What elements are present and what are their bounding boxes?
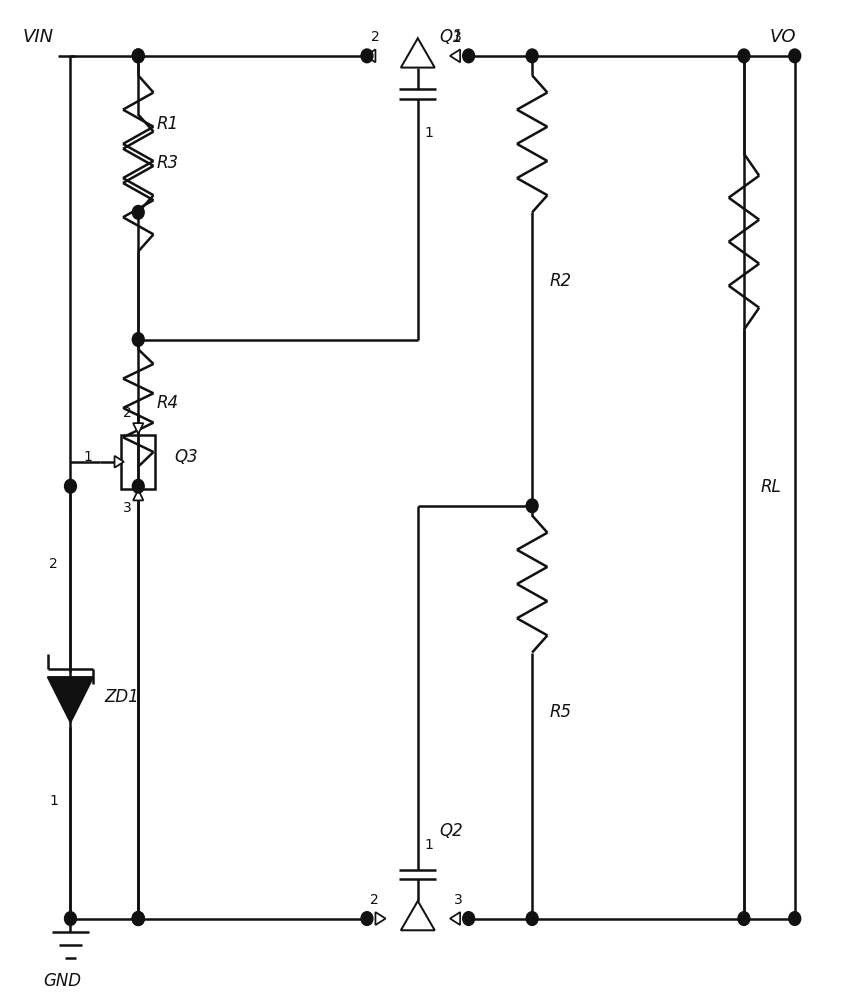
Circle shape [526,499,538,513]
Circle shape [789,49,801,63]
Circle shape [65,912,77,925]
Text: RL: RL [761,478,782,496]
Circle shape [361,49,373,63]
Polygon shape [47,677,93,722]
Text: Q1: Q1 [439,28,462,46]
Circle shape [462,912,474,925]
Polygon shape [401,901,435,930]
Circle shape [738,49,750,63]
Text: 1: 1 [424,838,433,852]
Text: 2: 2 [123,406,132,420]
Circle shape [133,912,144,925]
Polygon shape [375,912,386,925]
Bar [121,435,155,489]
Polygon shape [133,423,144,434]
Text: 1: 1 [84,450,92,464]
Circle shape [738,912,750,925]
Polygon shape [115,456,124,468]
Text: 1: 1 [424,126,433,140]
Polygon shape [401,38,435,68]
Circle shape [133,333,144,346]
Text: 2: 2 [49,557,58,571]
Polygon shape [365,49,375,62]
Circle shape [133,49,144,63]
Text: R4: R4 [157,394,179,412]
Text: 3: 3 [455,893,463,907]
Text: VO: VO [770,28,796,46]
Text: 2: 2 [371,30,380,44]
Circle shape [133,479,144,493]
Text: R3: R3 [157,154,179,172]
Circle shape [133,206,144,219]
Text: 1: 1 [49,794,59,808]
Polygon shape [450,912,460,925]
Polygon shape [450,49,460,62]
Text: 3: 3 [454,30,462,44]
Text: VIN: VIN [22,28,53,46]
Text: GND: GND [43,972,81,990]
Circle shape [133,912,144,925]
Text: R5: R5 [549,703,571,721]
Circle shape [526,912,538,925]
Circle shape [462,49,474,63]
Circle shape [789,912,801,925]
Text: 2: 2 [369,893,378,907]
Text: ZD1: ZD1 [104,688,139,706]
Circle shape [526,49,538,63]
Polygon shape [133,490,144,500]
Text: R1: R1 [157,115,179,133]
Text: 3: 3 [123,501,132,515]
Text: R2: R2 [549,272,571,290]
Circle shape [361,912,373,925]
Circle shape [133,49,144,63]
Circle shape [65,479,77,493]
Text: Q2: Q2 [439,822,462,840]
Circle shape [133,912,144,925]
Text: Q3: Q3 [174,448,197,466]
